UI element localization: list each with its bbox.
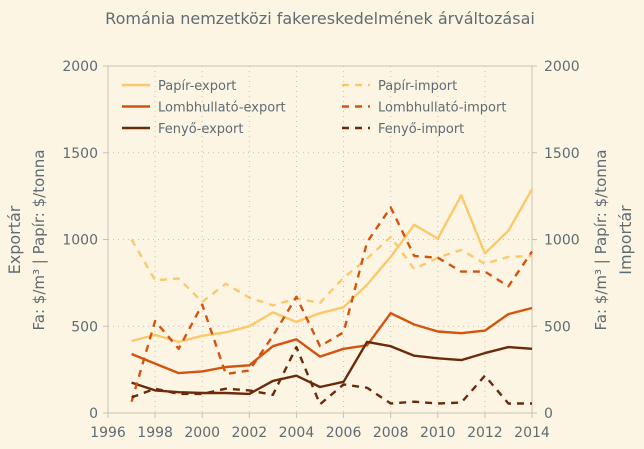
legend-label: Papír-export — [158, 79, 236, 94]
y-right-tick-label: 500 — [544, 319, 571, 335]
series-line-lombhullató-export — [131, 306, 533, 375]
series-line-papír-export — [131, 188, 534, 344]
y-right-axis-label: Importár — [616, 205, 635, 275]
legend-label: Fenyő-export — [158, 122, 243, 137]
legend: Papír-export Lombhullató-export Fenyő-expo… — [122, 79, 506, 137]
legend-label: Fenyő-import — [378, 122, 464, 137]
y-right-tick-label: 1500 — [544, 146, 580, 162]
y-left-axis-unit: Fa: $/m³ | Papír: $/tonna — [30, 150, 48, 331]
series-lines — [130, 188, 534, 406]
y-right-tick-label: 2000 — [544, 59, 580, 75]
y-right-axis-unit: Fa: $/m³ | Papír: $/tonna — [592, 150, 610, 331]
series-line-lombhullató-import — [130, 206, 533, 403]
legend-label: Lombhullató-import — [378, 101, 506, 116]
y-left-tick-label: 1500 — [62, 146, 98, 162]
x-tick-label: 2014 — [514, 425, 550, 441]
series-line-fenyő-import — [131, 345, 532, 406]
x-tick-label: 2000 — [184, 425, 220, 441]
y-right-tick-label: 1000 — [544, 233, 580, 249]
y-axis-labels: Exportár Fa: $/m³ | Papír: $/tonna Impor… — [5, 150, 635, 331]
x-tick-label: 2012 — [467, 425, 503, 441]
x-tick-label: 1998 — [137, 425, 173, 441]
legend-label: Papír-import — [378, 79, 457, 94]
y-left-tick-label: 1000 — [62, 233, 98, 249]
x-tick-labels: 1996 1998 2000 2002 2004 2006 2008 2010 2012 2014 — [90, 425, 550, 441]
series-line-fenyő-export — [131, 340, 533, 396]
chart-title: Románia nemzetközi fakereskedelmének árv… — [105, 9, 535, 28]
y-left-tick-label: 500 — [71, 319, 98, 335]
x-tick-label: 2002 — [232, 425, 268, 441]
x-tick-label: 2008 — [373, 425, 409, 441]
y-left-tick-label: 2000 — [62, 59, 98, 75]
legend-label: Lombhullató-export — [158, 101, 286, 116]
grid-lines — [108, 66, 532, 413]
y-left-axis-label: Exportár — [5, 205, 24, 274]
x-tick-label: 1996 — [90, 425, 126, 441]
y-left-tick-label: 0 — [89, 406, 98, 422]
axes — [103, 65, 537, 418]
x-tick-label: 2006 — [326, 425, 362, 441]
y-right-tick-labels: 0 500 1000 1500 2000 — [544, 59, 580, 422]
y-right-tick-label: 0 — [544, 406, 553, 422]
y-left-tick-labels: 0 500 1000 1500 2000 — [62, 59, 98, 422]
x-tick-label: 2010 — [420, 425, 456, 441]
series-line-papír-import — [130, 235, 533, 307]
x-tick-label: 2004 — [279, 425, 315, 441]
